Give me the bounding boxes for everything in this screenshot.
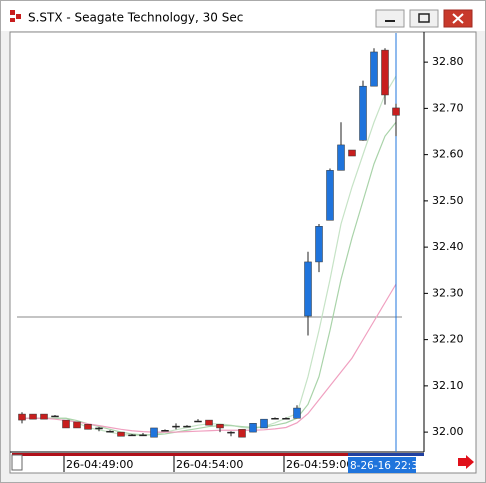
y-tick-label: 32.00 — [432, 425, 464, 438]
y-tick-label: 32.20 — [432, 333, 464, 346]
candle-body — [315, 226, 323, 263]
cursor-time-box — [348, 457, 416, 473]
y-tick-label: 32.40 — [432, 240, 464, 253]
candle-body — [128, 434, 136, 437]
scroll-strip-tail — [348, 453, 424, 456]
candle-body — [249, 423, 257, 433]
candle-body — [381, 49, 389, 96]
candle-body — [150, 427, 158, 438]
x-tick-label: 26-04:54:00 — [176, 458, 243, 471]
scroll-right-arrow[interactable] — [458, 455, 474, 469]
candle-body — [392, 107, 400, 116]
moving-average — [22, 283, 397, 433]
candle-body — [161, 430, 169, 432]
candle-body — [370, 51, 378, 87]
candle-body — [40, 413, 48, 420]
candle-body — [227, 431, 235, 434]
candle-body — [51, 415, 59, 418]
candle-body — [73, 421, 81, 429]
y-tick-label: 32.80 — [432, 55, 464, 68]
candle-body — [359, 85, 367, 141]
close-button[interactable] — [443, 9, 473, 28]
candle-body — [205, 419, 213, 426]
candle-body — [216, 424, 224, 429]
candle-body — [84, 424, 92, 430]
x-tick-label: 26-04:59:00 — [286, 458, 353, 471]
y-tick-label: 32.60 — [432, 148, 464, 161]
candle-body — [304, 261, 312, 317]
candle-body — [139, 434, 147, 437]
app-icon — [10, 10, 21, 22]
candle-body — [293, 407, 301, 419]
plot: 32.00 32.10 32.20 32.30 32.40 32.50 32.60 32.70… — [17, 33, 464, 473]
x-tick-label: 26-04:49:00 — [66, 458, 133, 471]
candle-body — [271, 417, 279, 420]
candle-body — [183, 425, 191, 428]
y-tick-label: 32.50 — [432, 194, 464, 207]
window-title: S.STX - Seagate Technology, 30 Sec — [28, 11, 243, 25]
candle-body — [62, 419, 70, 429]
candle-body — [326, 170, 334, 221]
candle-body — [172, 425, 180, 428]
candle-body — [260, 418, 268, 429]
candle-body — [238, 429, 246, 438]
x-tick-label: 8-26-16 22:34:00 — [350, 460, 441, 472]
y-tick-label: 32.70 — [432, 101, 464, 114]
candle-body — [18, 413, 26, 421]
candle-body — [194, 420, 202, 423]
y-tick-label: 32.10 — [432, 379, 464, 392]
candle-body — [348, 149, 356, 157]
scroll-strip — [12, 453, 348, 456]
y-tick-label: 32.30 — [432, 286, 464, 299]
scroll-handle[interactable] — [11, 454, 23, 471]
candle-body — [282, 417, 290, 420]
candle-body — [29, 413, 37, 420]
maximize-button[interactable] — [409, 9, 439, 28]
minimize-button[interactable] — [375, 9, 405, 28]
candle-body — [106, 430, 114, 433]
chart-area — [9, 31, 477, 474]
candle-body — [337, 144, 345, 171]
candle-body — [117, 431, 125, 437]
candle-body — [95, 427, 103, 430]
